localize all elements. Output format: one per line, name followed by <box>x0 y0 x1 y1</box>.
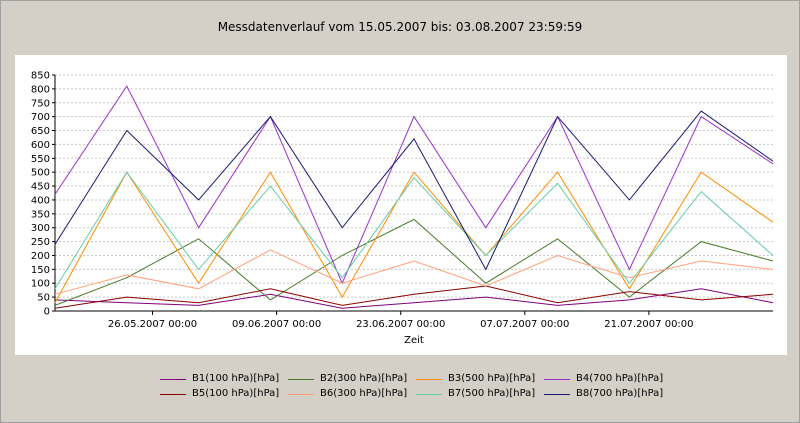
chart-title: Messdatenverlauf vom 15.05.2007 bis: 03.… <box>217 20 583 34</box>
y-tick-label: 150 <box>31 265 50 276</box>
legend-swatch <box>288 394 314 395</box>
legend-label: B3(500 hPa)[hPa] <box>448 373 536 384</box>
x-axis-label: Zeit <box>404 335 424 346</box>
series-line <box>54 249 774 295</box>
legend-label: B8(700 hPa)[hPa] <box>576 388 664 399</box>
series-line <box>54 288 774 309</box>
legend-label: B2(300 hPa)[hPa] <box>320 373 408 384</box>
series-line <box>54 110 774 271</box>
y-tick-label: 600 <box>31 140 50 151</box>
y-tick-label: 500 <box>31 168 50 179</box>
series-group <box>54 85 774 309</box>
legend-swatch <box>416 379 442 380</box>
legend-swatch <box>544 379 570 380</box>
y-tick-label: 200 <box>31 251 50 262</box>
y-tick-label: 250 <box>31 237 50 248</box>
x-tick-label: 26.05.2007 00:00 <box>108 319 197 330</box>
legend-swatch <box>416 394 442 395</box>
y-tick-label: 350 <box>31 209 50 220</box>
line-chart: 0 50 100 150 200 250 300 350 400 450 500 550 600 650 7… <box>31 71 774 346</box>
legend-label: B4(700 hPa)[hPa] <box>576 373 664 384</box>
y-tick-label: 700 <box>31 112 50 123</box>
legend-swatch <box>288 379 314 380</box>
legend-label: B1(100 hPa)[hPa] <box>192 373 280 384</box>
y-tick-label: 300 <box>31 223 50 234</box>
series-line <box>54 285 774 309</box>
series-line <box>54 171 774 303</box>
legend-swatch <box>544 394 570 395</box>
y-tick-label: 850 <box>31 71 50 82</box>
y-tick-label: 750 <box>31 98 50 109</box>
series-line <box>54 218 774 306</box>
x-tick-label: 09.06.2007 00:00 <box>232 319 321 330</box>
x-tick-label: 07.07.2007 00:00 <box>480 319 569 330</box>
x-tick-label: 21.07.2007 00:00 <box>604 319 693 330</box>
legend-label: B7(500 hPa)[hPa] <box>448 388 536 399</box>
y-tick-label: 800 <box>31 84 50 95</box>
series-line <box>54 85 774 285</box>
y-tick-label: 400 <box>31 195 50 206</box>
y-tick-label: 450 <box>31 182 50 193</box>
y-tick-label: 650 <box>31 126 50 137</box>
y-tick-label: 50 <box>37 293 50 304</box>
x-tick-label: 23.06.2007 00:00 <box>356 319 445 330</box>
y-tick-label: 550 <box>31 154 50 165</box>
legend-swatch <box>160 394 186 395</box>
legend-label: B5(100 hPa)[hPa] <box>192 388 280 399</box>
legend-swatch <box>160 379 186 380</box>
y-tick-label: 0 <box>44 307 50 318</box>
series-line <box>54 171 774 290</box>
chart-panel: 0 50 100 150 200 250 300 350 400 450 500 550 600 650 7… <box>15 55 787 355</box>
legend-label: B6(300 hPa)[hPa] <box>320 388 408 399</box>
y-tick-label: 100 <box>31 279 50 290</box>
legend: B1(100 hPa)[hPa] B2(300 hPa)[hPa] B3(500 h… <box>160 373 664 409</box>
